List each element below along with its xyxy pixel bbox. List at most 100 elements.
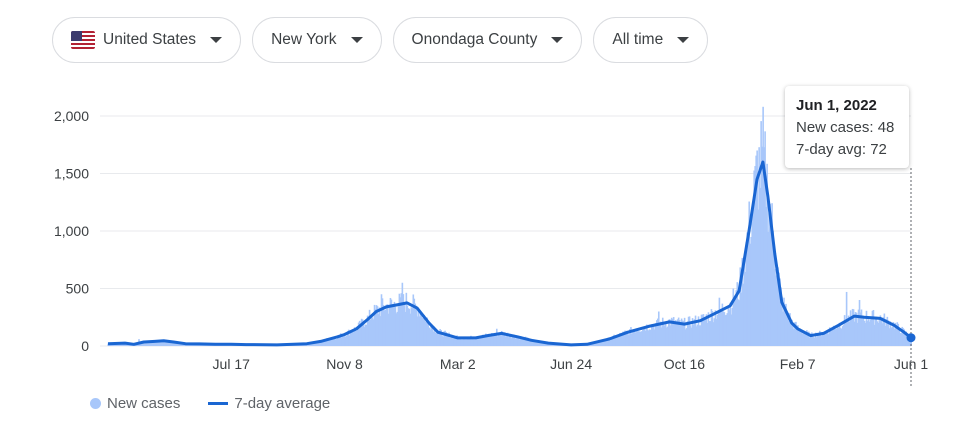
new-cases-bar bbox=[354, 328, 357, 346]
new-cases-bar bbox=[355, 330, 358, 346]
new-cases-bar bbox=[729, 302, 732, 346]
new-cases-bar bbox=[734, 298, 737, 346]
new-cases-bar bbox=[786, 313, 788, 346]
county-dropdown[interactable]: Onondaga County bbox=[392, 17, 583, 63]
new-cases-bar bbox=[901, 326, 904, 346]
new-cases-bar bbox=[458, 339, 460, 346]
new-cases-bar bbox=[855, 312, 858, 346]
new-cases-bar bbox=[710, 309, 713, 346]
new-cases-legend-marker bbox=[90, 398, 101, 409]
new-cases-bar bbox=[808, 331, 810, 346]
new-cases-bar bbox=[904, 333, 907, 346]
new-cases-bar bbox=[862, 316, 865, 346]
new-cases-bar bbox=[823, 331, 826, 346]
new-cases-bar bbox=[462, 338, 464, 346]
new-cases-bar bbox=[399, 297, 402, 346]
new-cases-bar bbox=[708, 321, 711, 346]
new-cases-bar bbox=[347, 329, 350, 346]
new-cases-bar bbox=[164, 341, 166, 346]
new-cases-bar bbox=[447, 334, 449, 346]
new-cases-bar bbox=[712, 322, 715, 346]
new-cases-bar bbox=[520, 337, 523, 346]
new-cases-bar bbox=[487, 336, 489, 346]
new-cases-bar bbox=[331, 339, 333, 346]
new-cases-bar bbox=[522, 336, 525, 346]
new-cases-bar bbox=[120, 343, 122, 346]
new-cases-bar bbox=[910, 340, 912, 346]
new-cases-bar bbox=[659, 321, 662, 346]
time-range-dropdown[interactable]: All time bbox=[593, 17, 709, 63]
new-cases-bar bbox=[343, 334, 346, 346]
new-cases-bar bbox=[533, 340, 536, 346]
new-cases-bar bbox=[144, 342, 146, 346]
new-cases-bar bbox=[622, 331, 624, 346]
new-cases-bar bbox=[890, 327, 893, 346]
caret-down-icon bbox=[210, 37, 223, 43]
new-cases-bar bbox=[479, 338, 481, 346]
new-cases-bar bbox=[635, 332, 637, 346]
new-cases-bar bbox=[142, 342, 144, 346]
country-dropdown[interactable]: United States bbox=[52, 17, 242, 63]
new-cases-bar bbox=[460, 336, 462, 346]
new-cases-bar bbox=[755, 155, 757, 346]
new-cases-bar bbox=[309, 343, 311, 346]
new-cases-bar bbox=[506, 332, 509, 346]
new-cases-bar bbox=[664, 322, 667, 346]
new-cases-bar bbox=[412, 294, 415, 346]
new-cases-bar bbox=[501, 331, 504, 346]
new-cases-bar bbox=[488, 333, 490, 346]
new-cases-bar bbox=[397, 306, 400, 346]
x-tick-label: Mar 2 bbox=[440, 356, 476, 372]
new-cases-bar bbox=[494, 334, 497, 346]
y-tick-label: 500 bbox=[66, 281, 90, 297]
new-cases-bar bbox=[889, 321, 892, 346]
new-cases-bar bbox=[899, 332, 902, 346]
new-cases-bar bbox=[678, 320, 681, 346]
new-cases-bar bbox=[468, 337, 470, 346]
new-cases-bar bbox=[598, 342, 600, 346]
new-cases-bar bbox=[893, 329, 896, 346]
new-cases-bar bbox=[719, 308, 722, 346]
new-cases-bar bbox=[512, 334, 515, 346]
new-cases-bar bbox=[606, 340, 608, 346]
x-tick-label: Jun 24 bbox=[550, 356, 592, 372]
new-cases-bar bbox=[317, 341, 319, 346]
new-cases-bar bbox=[388, 307, 391, 346]
new-cases-bar bbox=[597, 340, 599, 346]
new-cases-bar bbox=[789, 313, 791, 346]
new-cases-bar bbox=[610, 338, 612, 346]
new-cases-bar bbox=[155, 340, 157, 346]
new-cases-bar bbox=[753, 170, 755, 346]
state-dropdown[interactable]: New York bbox=[252, 17, 382, 63]
new-cases-bar bbox=[532, 339, 535, 346]
new-cases-bar bbox=[728, 310, 731, 346]
new-cases-bar bbox=[657, 311, 660, 346]
new-cases-bar bbox=[382, 305, 385, 346]
new-cases-bar bbox=[432, 331, 434, 346]
new-cases-bar bbox=[158, 340, 160, 346]
new-cases-bar bbox=[733, 301, 736, 346]
new-cases-bar bbox=[843, 315, 846, 346]
new-cases-bar bbox=[762, 106, 764, 346]
new-cases-bar bbox=[601, 341, 603, 346]
new-cases-bar bbox=[804, 332, 806, 346]
new-cases-bar bbox=[341, 335, 344, 346]
new-cases-bar bbox=[607, 337, 609, 346]
new-cases-bar bbox=[686, 321, 689, 346]
new-cases-bar bbox=[799, 328, 801, 346]
new-cases-bar bbox=[441, 335, 443, 346]
new-cases-bar bbox=[380, 294, 383, 346]
new-cases-bar bbox=[829, 329, 832, 346]
new-cases-bar bbox=[173, 342, 176, 346]
new-cases-bar bbox=[854, 312, 857, 346]
new-cases-bar bbox=[695, 326, 698, 346]
new-cases-bar bbox=[638, 331, 640, 346]
new-cases-bar bbox=[721, 303, 724, 346]
new-cases-bar bbox=[352, 332, 355, 346]
new-cases-bar bbox=[448, 332, 450, 346]
new-cases-bar bbox=[768, 213, 770, 346]
new-cases-bar bbox=[150, 340, 152, 346]
new-cases-bar bbox=[795, 321, 797, 346]
new-cases-bar bbox=[505, 334, 508, 346]
